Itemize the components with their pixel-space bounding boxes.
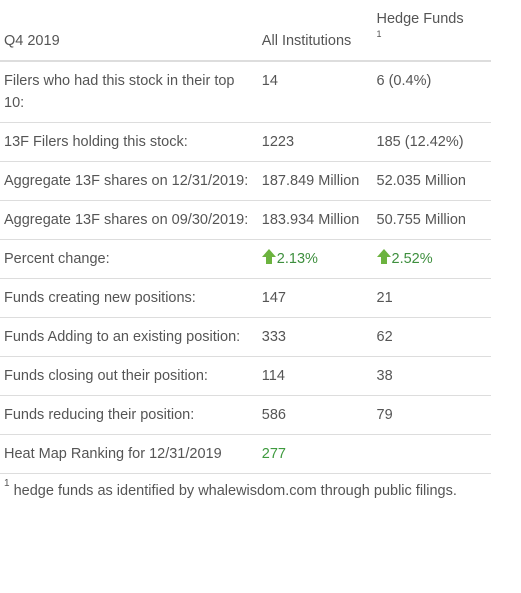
hedge-funds-value: 185 (12.42%): [372, 122, 491, 162]
table-row: Filers who had this stock in their top 1…: [0, 61, 491, 123]
percent-change-value: 2.13%: [276, 251, 318, 267]
all-institutions-value: 1223: [257, 122, 373, 162]
all-institutions-value: 114: [257, 356, 373, 396]
row-label: Percent change:: [0, 239, 258, 279]
hedge-funds-value: 52.035 Million: [372, 161, 491, 201]
all-institutions-value: 2.13%: [257, 239, 373, 279]
period-header: Q4 2019: [0, 0, 258, 62]
hedge-funds-value: 6 (0.4%): [376, 73, 432, 89]
all-institutions-value: 14: [261, 73, 278, 89]
table-row: Funds Adding to an existing position: 33…: [0, 317, 491, 357]
table-header-row: Q4 2019 All Institutions Hedge Funds 1: [0, 0, 491, 62]
footnote-text: hedge funds as identified by whalewisdom…: [9, 483, 457, 499]
percent-change-up: 2.52%: [376, 249, 433, 267]
arrow-up-icon: [261, 249, 276, 264]
all-institutions-value: 147: [257, 278, 373, 318]
table-row: Percent change: 2.13% 2.52%: [0, 239, 491, 279]
table-row: Aggregate 13F shares on 12/31/2019: 187.…: [0, 161, 491, 201]
row-label: Aggregate 13F shares on 12/31/2019:: [0, 161, 258, 201]
table-row: Funds creating new positions: 147 21: [0, 278, 491, 318]
ownership-table: Q4 2019 All Institutions Hedge Funds 1 Fi…: [0, 0, 491, 473]
row-label: Aggregate 13F shares on 09/30/2019:: [0, 200, 258, 240]
table-row: Heat Map Ranking for 12/31/2019 277: [0, 434, 491, 473]
hedge-funds-value: 50.755 Million: [372, 200, 491, 240]
hedge-funds-value: 62: [372, 317, 491, 357]
percent-change-up: 2.13%: [261, 249, 318, 267]
row-label: Funds Adding to an existing position:: [0, 317, 258, 357]
hedge-funds-footnote-marker: 1: [376, 29, 382, 40]
arrow-up-icon: [376, 249, 391, 264]
footnote: 1 hedge funds as identified by whalewisd…: [0, 473, 491, 502]
hedge-funds-value: 79: [372, 395, 491, 435]
table-row: 13F Filers holding this stock: 1223 185 …: [0, 122, 491, 162]
row-label: Heat Map Ranking for 12/31/2019: [0, 434, 258, 473]
hedge-funds-value: [372, 434, 491, 473]
all-institutions-value: 333: [257, 317, 373, 357]
all-institutions-header-label: All Institutions: [261, 33, 352, 49]
table-row: Funds reducing their position: 586 79: [0, 395, 491, 435]
row-label: Filers who had this stock in their top 1…: [4, 73, 235, 111]
all-institutions-header: All Institutions: [257, 0, 373, 62]
row-label: Funds creating new positions:: [0, 278, 258, 318]
heat-map-ranking-link[interactable]: 277: [257, 434, 373, 473]
all-institutions-value: 183.934 Million: [257, 200, 373, 240]
hedge-funds-value: 38: [372, 356, 491, 396]
hedge-funds-header: Hedge Funds 1: [372, 0, 491, 62]
all-institutions-value: 187.849 Million: [257, 161, 373, 201]
row-label: Funds closing out their position:: [0, 356, 258, 396]
all-institutions-value: 586: [257, 395, 373, 435]
row-label: 13F Filers holding this stock:: [0, 122, 258, 162]
hedge-funds-header-label: Hedge Funds: [376, 11, 464, 27]
percent-change-value: 2.52%: [391, 251, 433, 267]
table-row: Aggregate 13F shares on 09/30/2019: 183.…: [0, 200, 491, 240]
footnote-marker: 1: [4, 478, 10, 490]
hedge-funds-value: 21: [372, 278, 491, 318]
row-label: Funds reducing their position:: [0, 395, 258, 435]
table-row: Funds closing out their position: 114 38: [0, 356, 491, 396]
stock-ownership-panel: Q4 2019 All Institutions Hedge Funds 1 Fi…: [0, 0, 491, 502]
hedge-funds-value: 2.52%: [372, 239, 491, 279]
